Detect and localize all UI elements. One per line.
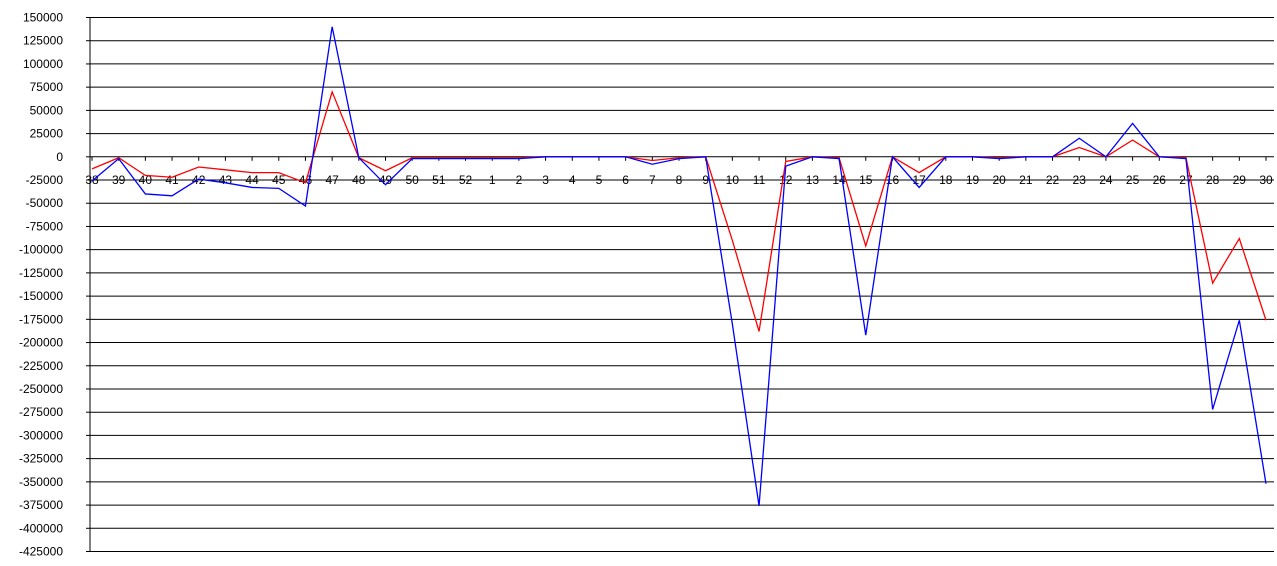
x-tick-label: 38 — [85, 173, 99, 187]
x-tick-label: 1 — [489, 173, 496, 187]
x-tick-label: 2 — [516, 173, 523, 187]
y-tick-label: 50000 — [30, 103, 64, 117]
series-lines — [91, 26, 1267, 507]
y-tick-label: -400000 — [19, 521, 63, 535]
y-axis: 150000 125000 100000 75000 50000 25000 0 -25000… — [19, 11, 91, 559]
series-line-2 — [91, 26, 1267, 507]
x-tick-label: 15 — [859, 173, 873, 187]
x-tick-label: 23 — [1073, 173, 1087, 187]
x-tick-label: 6 — [622, 173, 629, 187]
x-tick-label: 21 — [1019, 173, 1033, 187]
y-tick-label: 0 — [56, 150, 63, 164]
x-tick-label: 9 — [702, 173, 709, 187]
y-tick-label: -125000 — [19, 266, 63, 280]
y-tick-label: -325000 — [19, 452, 63, 466]
x-tick-label: 25 — [1126, 173, 1140, 187]
y-tick-label: -225000 — [19, 359, 63, 373]
y-tick-label: -350000 — [19, 475, 63, 489]
x-tick-label: 29 — [1233, 173, 1247, 187]
x-tick-label: 28 — [1206, 173, 1220, 187]
y-tick-label: 75000 — [30, 80, 64, 94]
y-tick-label: -175000 — [19, 312, 63, 326]
y-tick-label: -425000 — [19, 545, 63, 559]
y-tick-label: -275000 — [19, 405, 63, 419]
x-tick-label: 45 — [272, 173, 286, 187]
x-tick-label: 5 — [596, 173, 603, 187]
x-tick-label: 10 — [726, 173, 740, 187]
x-tick-label: 13 — [806, 173, 820, 187]
x-tick-label: 4 — [569, 173, 576, 187]
y-tick-label: -25000 — [26, 173, 64, 187]
y-tick-label: -250000 — [19, 382, 63, 396]
y-tick-label: -200000 — [19, 336, 63, 350]
y-tick-label: 25000 — [30, 127, 64, 141]
x-tick-label: 44 — [245, 173, 259, 187]
x-tick-label: 11 — [753, 173, 766, 187]
x-tick-label: 3 — [542, 173, 549, 187]
y-tick-label: -75000 — [26, 219, 64, 233]
y-tick-label: -150000 — [19, 289, 63, 303]
y-tick-label: 100000 — [23, 57, 63, 71]
y-tick-label: -300000 — [19, 428, 63, 442]
x-tick-label: 20 — [993, 173, 1007, 187]
y-tick-label: -375000 — [19, 498, 63, 512]
y-tick-label: -50000 — [26, 196, 64, 210]
x-tick-label: 24 — [1099, 173, 1113, 187]
x-tick-label: 42 — [192, 173, 206, 187]
x-tick-label: 40 — [139, 173, 153, 187]
x-tick-label: 50 — [406, 173, 420, 187]
x-tick-label: 26 — [1153, 173, 1167, 187]
y-tick-label: -100000 — [19, 243, 63, 257]
x-tick-label: 47 — [325, 173, 339, 187]
x-tick-label: 18 — [939, 173, 953, 187]
x-tick-label: 19 — [966, 173, 980, 187]
series-line-1 — [91, 89, 1267, 332]
x-tick-label: 39 — [112, 173, 126, 187]
x-tick-label: 30 — [1259, 173, 1273, 187]
x-tick-label: 51 — [432, 173, 446, 187]
x-tick-label: 49 — [379, 173, 393, 187]
x-tick-label: 48 — [352, 173, 366, 187]
y-tick-label: 125000 — [23, 34, 63, 48]
x-tick-label: 17 — [912, 173, 926, 187]
x-tick-label: 12 — [779, 173, 793, 187]
x-tick-label: 7 — [649, 173, 656, 187]
x-axis: 38 39 40 41 42 43 44 45 46 47 48 49 50 51 52 1 2 3 4 5 6 7 8 9 1… — [85, 156, 1274, 187]
x-tick-label: 22 — [1046, 173, 1060, 187]
x-tick-label: 52 — [459, 173, 473, 187]
x-tick-label: 8 — [676, 173, 683, 187]
x-tick-label: 43 — [219, 173, 233, 187]
y-tick-label: 150000 — [23, 11, 63, 25]
gridlines — [90, 17, 1274, 552]
